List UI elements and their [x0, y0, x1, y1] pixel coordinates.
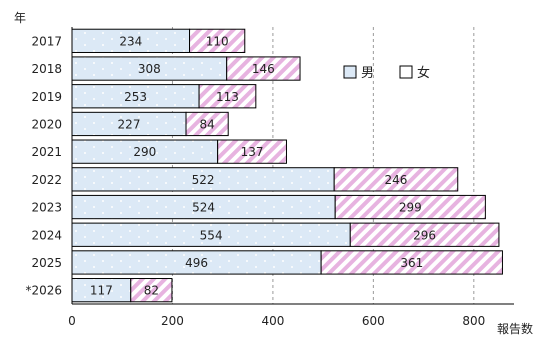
bar-female-2021 [217, 139, 287, 164]
y-tick-label-2020: 2020 [31, 117, 62, 131]
data-label-female-2022: 246 [385, 173, 408, 187]
data-label-male-2023: 524 [192, 201, 215, 215]
data-label-male-2019: 253 [124, 90, 147, 104]
data-label-female-2025: 361 [400, 256, 423, 270]
data-label-female-2023: 299 [399, 201, 422, 215]
data-label-female-2019: 113 [216, 90, 239, 104]
data-label-female-2020: 84 [199, 117, 214, 131]
y-tick-label-2023: 2023 [31, 201, 62, 215]
x-tick-label-200: 200 [161, 314, 184, 328]
y-tick-label-2022: 2022 [31, 173, 62, 187]
y-axis-title: 年 [14, 11, 26, 25]
bars: 234 110 308 146 253 113 227 84 290 137 522 246 524 29… [71, 28, 503, 303]
data-label-female-2024: 296 [413, 228, 436, 242]
data-label-male-2024: 554 [200, 228, 223, 242]
y-tick-label-2025: 2025 [31, 256, 62, 270]
data-label-male-2025: 496 [185, 256, 208, 270]
x-tick-labels: 0 200 400 600 800 [68, 314, 485, 328]
data-label-male-*2026: 117 [90, 284, 113, 298]
y-tick-label-2019: 2019 [31, 90, 62, 104]
data-label-female-2017: 110 [206, 34, 229, 48]
data-label-female-2021: 137 [241, 145, 264, 159]
y-tick-label-2024: 2024 [31, 228, 62, 242]
bar-female-2023 [334, 194, 486, 220]
x-tick-label-400: 400 [261, 314, 284, 328]
data-label-male-2017: 234 [119, 34, 142, 48]
legend-label-male: 男 [361, 66, 374, 81]
data-label-male-2018: 308 [138, 62, 161, 76]
bar-female-2022 [333, 167, 459, 192]
bar-female-2024 [349, 222, 500, 247]
legend-swatch-male [343, 65, 357, 79]
y-tick-label-2018: 2018 [31, 62, 62, 76]
data-label-male-2020: 227 [118, 117, 141, 131]
data-label-female-2018: 146 [252, 62, 275, 76]
x-tick-label-600: 600 [362, 314, 385, 328]
x-tick-label-800: 800 [462, 314, 485, 328]
y-tick-label-*2026: *2026 [25, 284, 62, 298]
x-tick-label-0: 0 [68, 314, 76, 328]
data-label-male-2022: 522 [192, 173, 215, 187]
bar-female-2018 [226, 56, 301, 81]
data-label-female-*2026: 82 [144, 284, 159, 298]
y-tick-labels: 2017 2018 2019 2020 2021 2022 2023 2024 2025 *202… [25, 34, 62, 297]
bar-female-2025 [320, 250, 503, 275]
bar-female-2017 [189, 28, 246, 53]
y-tick-label-2017: 2017 [31, 34, 62, 48]
y-tick-label-2021: 2021 [31, 145, 62, 159]
x-axis-title: 報告数 [497, 321, 533, 336]
bar-female-2020 [185, 111, 229, 137]
bar-female-2019 [198, 84, 257, 109]
legend-swatch-female [399, 65, 413, 79]
bar-female-*2026 [130, 278, 173, 303]
data-label-male-2021: 290 [133, 145, 156, 159]
legend: 男 女 [343, 65, 430, 81]
axes [71, 27, 514, 305]
legend-label-female: 女 [417, 65, 430, 81]
